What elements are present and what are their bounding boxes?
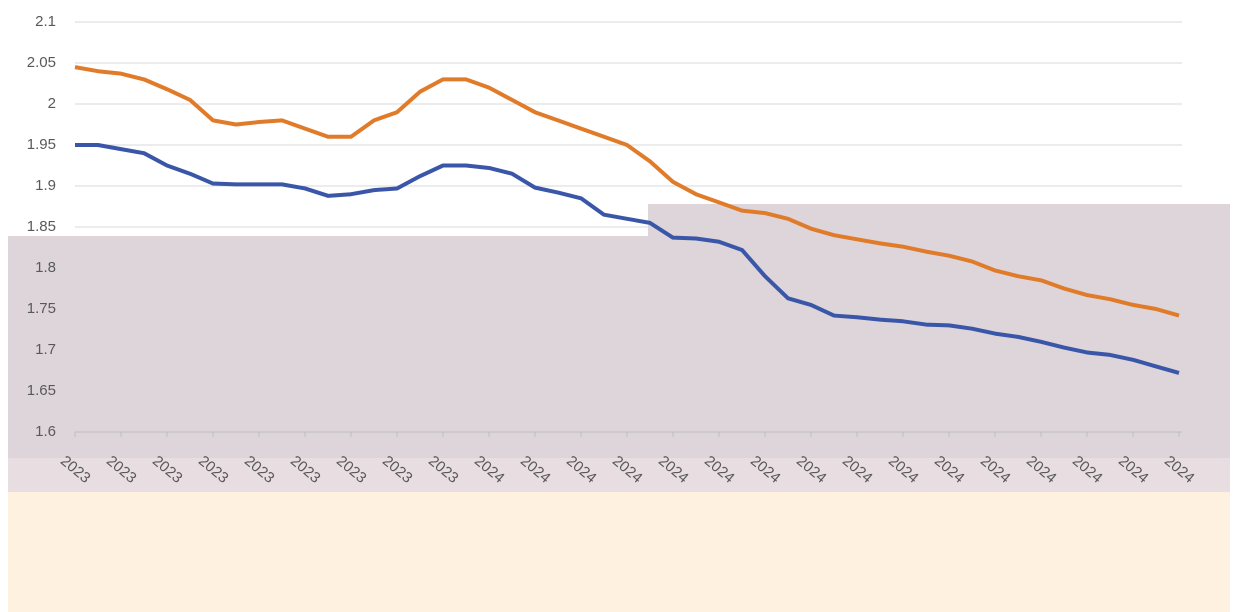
y-tick-label: 2.1 bbox=[35, 13, 56, 30]
y-tick-label: 1.85 bbox=[27, 218, 56, 235]
y-tick-label: 1.65 bbox=[27, 382, 56, 399]
y-tick-label: 1.75 bbox=[27, 300, 56, 317]
y-tick-label: 2 bbox=[48, 95, 56, 112]
y-tick-label: 1.7 bbox=[35, 341, 56, 358]
series-line bbox=[75, 143, 1180, 375]
y-tick-label: 1.95 bbox=[27, 136, 56, 153]
overlay bbox=[8, 236, 1230, 458]
y-tick-label: 2.05 bbox=[27, 54, 56, 71]
overlay bbox=[8, 492, 1230, 612]
y-tick-label: 1.9 bbox=[35, 177, 56, 194]
y-tick-label: 1.6 bbox=[35, 423, 56, 440]
overlay bbox=[8, 458, 1230, 492]
series-line bbox=[74, 65, 1180, 318]
y-tick-label: 1.8 bbox=[35, 259, 56, 276]
